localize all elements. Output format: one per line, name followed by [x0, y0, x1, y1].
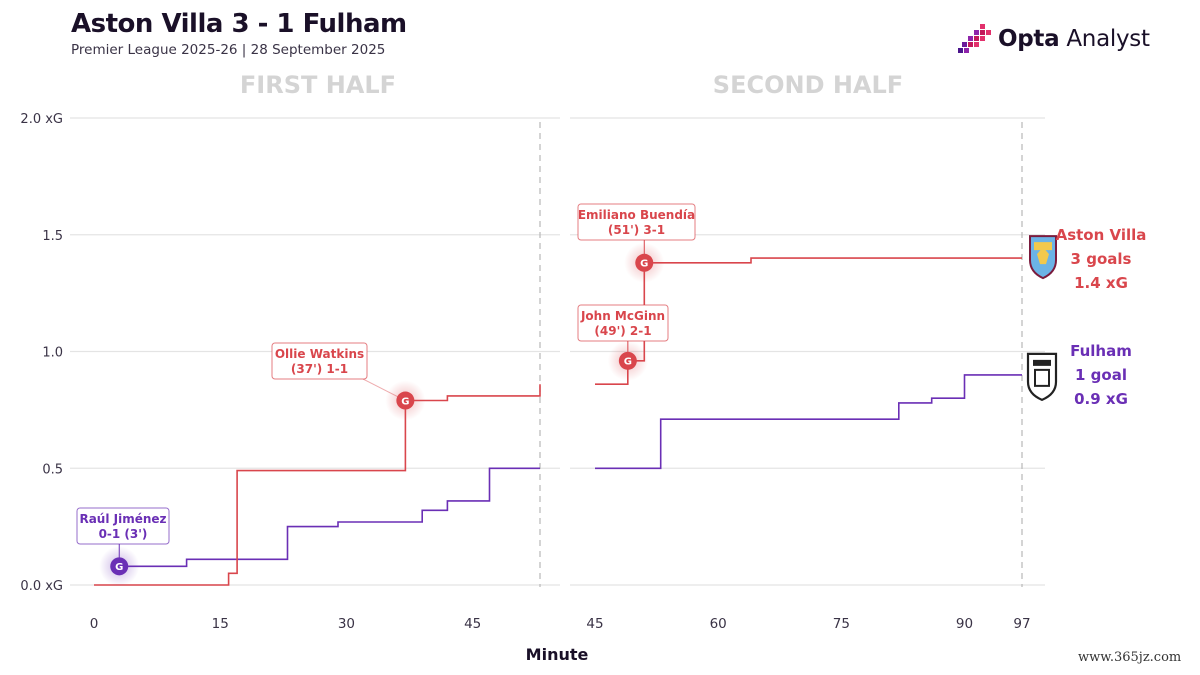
goal-marker [396, 391, 415, 410]
goal-scorer: Raúl Jiménez [79, 512, 166, 526]
x-tick-label: 45 [586, 616, 603, 632]
team-name: Aston Villa [1056, 226, 1147, 244]
x-axis-label: Minute [526, 645, 589, 664]
aston-villa-crest-icon [1029, 235, 1057, 280]
goal-score: (37') 1-1 [291, 362, 348, 376]
team-goals: 1 goal [1075, 366, 1127, 384]
x-tick-label: 75 [833, 616, 850, 632]
series-line-fulham [595, 374, 1022, 470]
y-tick-label: 0.0 xG [20, 579, 63, 594]
x-tick-label: 0 [90, 616, 99, 632]
brand-logo: Opta Analyst [958, 22, 1150, 56]
team-xg: 1.4 xG [1074, 274, 1128, 292]
chart-title: Aston Villa 3 - 1 Fulham [71, 9, 407, 39]
team-goals: 3 goals [1071, 250, 1132, 268]
goal-score: (49') 2-1 [594, 324, 651, 338]
chart-subtitle: Premier League 2025-26 | 28 September 20… [71, 42, 386, 58]
goal-marker [618, 351, 637, 370]
y-tick-label: 1.5 [42, 229, 63, 244]
goal-scorer: John McGinn [580, 309, 665, 323]
brand-text: Opta Analyst [998, 26, 1150, 52]
watermark: www.365jz.com [1078, 650, 1182, 665]
y-tick-label: 0.5 [42, 462, 63, 477]
x-tick-label: 45 [464, 616, 481, 632]
goal-label-box [271, 342, 368, 380]
goal-score: 0-1 (3') [99, 527, 148, 541]
x-tick-label: 90 [956, 616, 973, 632]
crest-band [1034, 242, 1052, 251]
goal-marker-letter: G [115, 562, 123, 573]
goal-marker [635, 253, 654, 272]
series-line-fulham [119, 467, 540, 568]
y-tick-label: 2.0 xG [20, 112, 63, 127]
team-labels-layer: Aston Villa 3 goals 1.4 xG Fulham 1 goal 0.9 … [1026, 226, 1147, 408]
series-line-aston-villa [94, 384, 541, 586]
team-end-label-aston-villa: Aston Villa 3 goals 1.4 xG [1029, 226, 1147, 292]
x-tick-label: 15 [212, 616, 229, 632]
goal-marker-letter: G [640, 259, 648, 270]
crest-band [1033, 359, 1051, 366]
fulham-crest-icon [1026, 352, 1058, 402]
team-xg: 0.9 xG [1074, 390, 1128, 408]
brand-light: Analyst [1059, 26, 1150, 52]
y-tick-label: 1.0 [42, 346, 63, 361]
goal-marker-letter: G [624, 357, 632, 368]
x-tick-label: 60 [710, 616, 727, 632]
half-title: FIRST HALF [240, 71, 396, 99]
crest-lion [1037, 247, 1049, 265]
opta-mark-icon [958, 24, 991, 53]
crest-inner [1034, 368, 1050, 387]
goal-label-box [577, 203, 696, 241]
series-layer [94, 257, 1022, 586]
goal-label-box [577, 304, 669, 342]
x-tick-label: 97 [1013, 616, 1030, 632]
goal-marker-letter: G [401, 396, 409, 407]
half-title: SECOND HALF [713, 71, 903, 99]
goal-scorer: Ollie Watkins [275, 347, 364, 361]
x-tick-label: 30 [338, 616, 355, 632]
goal-label-box [76, 507, 170, 545]
team-name: Fulham [1070, 342, 1132, 360]
brand-bold: Opta [998, 26, 1060, 52]
team-end-label-fulham: Fulham 1 goal 0.9 xG [1026, 342, 1132, 408]
goal-marker [110, 557, 129, 576]
goal-score: (51') 3-1 [608, 223, 665, 237]
goal-scorer: Emiliano Buendía [578, 208, 695, 222]
grid-layer: 0.0 xG 0.5 1.0 1.5 2.0 xG FIRST HALF 0 15 30 45 SE… [20, 71, 1045, 664]
